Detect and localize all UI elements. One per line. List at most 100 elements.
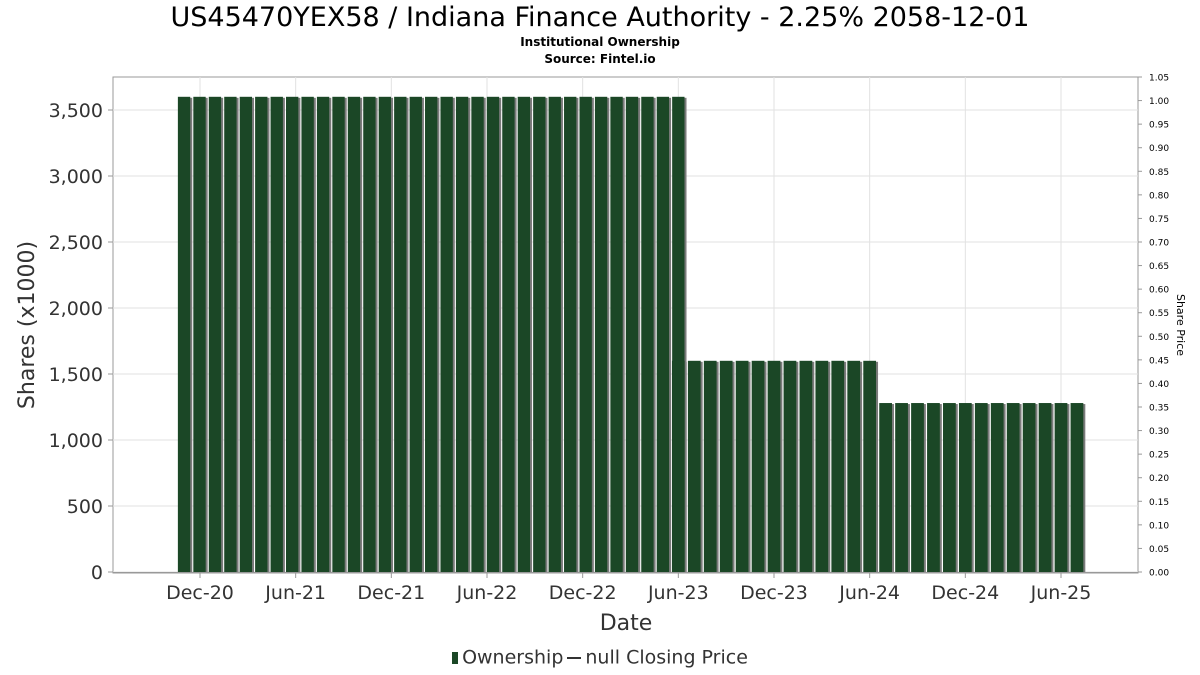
chart-title: US45470YEX58 / Indiana Finance Authority… [170, 2, 1030, 33]
ownership-bar [440, 96, 453, 573]
y2-tick-label: 0.90 [1149, 144, 1169, 154]
ownership-bar [548, 96, 561, 573]
ownership-bar [224, 96, 237, 573]
y-tick-label: 1,500 [49, 364, 103, 386]
ownership-bar [767, 360, 781, 572]
ownership-bar [347, 96, 361, 573]
y-axis-label: Shares (x1000) [15, 241, 40, 409]
y2-tick-label: 0.40 [1149, 380, 1169, 390]
y-tick-label: 2,000 [49, 298, 103, 320]
ownership-bar [671, 360, 685, 572]
ownership-bar [286, 96, 299, 573]
ownership-bar [863, 360, 877, 572]
y-tick-label: 1,000 [49, 430, 103, 452]
ownership-bar [911, 403, 924, 572]
ownership-bar [974, 403, 988, 572]
ownership-bar [625, 96, 639, 573]
x-tick-label: Jun-23 [647, 582, 709, 604]
y2-tick-label: 0.45 [1149, 356, 1169, 366]
ownership-bar [425, 96, 438, 573]
ownership-bar [687, 360, 701, 572]
ownership-bar [656, 96, 670, 573]
ownership-bar [799, 360, 813, 572]
ownership-bar [927, 403, 940, 572]
ownership-bar [831, 360, 845, 572]
y2-tick-label: 0.15 [1149, 498, 1169, 508]
ownership-bar [641, 96, 654, 573]
ownership-bar [255, 96, 268, 573]
y2-tick-label: 0.35 [1149, 404, 1169, 414]
ownership-bar [409, 96, 422, 573]
ownership-bar [703, 360, 717, 572]
price-legend-line [567, 656, 582, 659]
ownership-bar [486, 96, 500, 573]
ownership-bar [1038, 403, 1052, 572]
ownership-bar [751, 360, 765, 572]
y2-tick-label: 1.00 [1149, 97, 1169, 107]
ownership-bar [332, 96, 345, 573]
ownership-bar [208, 96, 222, 573]
y-tick-label: 2,500 [49, 232, 103, 254]
y-tick-label: 3,000 [49, 166, 103, 188]
y2-tick-label: 0.25 [1149, 451, 1169, 461]
ownership-bar [471, 96, 484, 573]
y2-tick-label: 0.65 [1149, 262, 1169, 272]
x-axis-label: Date [600, 611, 653, 636]
ownership-bar [735, 360, 749, 572]
ownership-bar [1070, 403, 1084, 572]
ownership-bar [316, 96, 330, 573]
x-axis: Dec-20 Jun-21 Dec-21 Jun-22 Dec-22 Jun-23 Dec-… [113, 572, 1138, 604]
y2-tick-label: 1.05 [1149, 74, 1169, 84]
y2-tick-label: 0.55 [1149, 309, 1169, 319]
y-tick-label: 500 [67, 496, 103, 518]
ownership-bar [958, 403, 972, 572]
ownership-bar [455, 96, 469, 573]
y2-tick-label: 0.20 [1149, 474, 1169, 484]
ownership-bar [990, 403, 1004, 572]
y2-axis: 0.00 0.05 0.10 0.15 0.20 0.25 0.30 0.35 0.40 0.45… [1138, 74, 1169, 579]
ownership-bar [193, 96, 206, 573]
ownership-bar [943, 403, 956, 572]
y2-tick-label: 0.05 [1149, 545, 1169, 555]
ownership-bar [363, 96, 376, 573]
ownership-bar [719, 360, 733, 572]
ownership-bar [502, 96, 515, 573]
ownership-bar [270, 96, 283, 573]
ownership-bar [1022, 403, 1036, 572]
ownership-bar [378, 96, 392, 573]
ownership-bar [533, 96, 546, 573]
x-tick-label: Dec-24 [931, 582, 999, 604]
y2-tick-label: 0.80 [1149, 191, 1169, 201]
y2-tick-label: 0.60 [1149, 286, 1169, 296]
ownership-bar [879, 403, 892, 572]
x-tick-label: Dec-20 [166, 582, 234, 604]
ownership-bar [1054, 403, 1068, 572]
y2-tick-label: 0.75 [1149, 215, 1169, 225]
ownership-bar [394, 96, 407, 573]
ownership-legend-swatch [452, 651, 459, 664]
y2-tick-label: 0.85 [1149, 168, 1169, 178]
ownership-bar [1006, 403, 1020, 572]
ownership-bar [517, 96, 531, 573]
x-tick-label: Dec-23 [740, 582, 808, 604]
y2-tick-label: 0.70 [1149, 239, 1169, 249]
legend-ownership: Ownership [462, 646, 564, 669]
y-tick-label: 0 [91, 562, 103, 584]
x-tick-label: Jun-22 [456, 582, 518, 604]
x-tick-label: Dec-22 [549, 582, 617, 604]
bars [177, 96, 1086, 573]
x-tick-label: Dec-21 [357, 582, 425, 604]
y2-tick-label: 0.50 [1149, 333, 1169, 343]
ownership-bar [177, 96, 191, 573]
y-axis: 0 500 1,000 1,500 2,000 2,500 3,000 3,500 [49, 100, 113, 584]
ownership-bar [301, 96, 314, 573]
y-tick-label: 3,500 [49, 100, 103, 122]
ownership-bar [564, 96, 577, 573]
ownership-bar [847, 360, 861, 572]
legend: Ownership null Closing Price [0, 646, 1200, 669]
y2-tick-label: 0.10 [1149, 521, 1169, 531]
ownership-bar [783, 360, 797, 572]
y2-tick-label: 0.30 [1149, 427, 1169, 437]
ownership-bar [815, 360, 829, 572]
